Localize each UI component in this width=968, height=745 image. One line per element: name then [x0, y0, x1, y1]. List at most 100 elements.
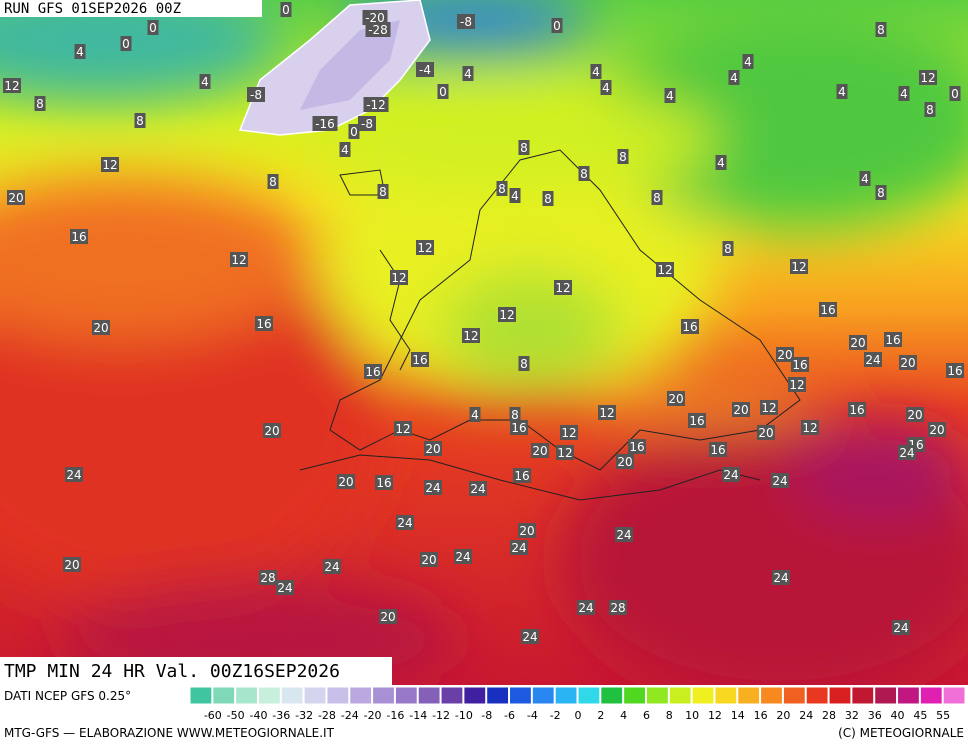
map-label: 20	[264, 424, 279, 438]
colorbar-swatch	[303, 686, 327, 705]
map-label: 12	[802, 421, 817, 435]
map-label: 24	[899, 446, 914, 460]
colorbar-label: 45	[913, 709, 927, 722]
map-label: 4	[730, 71, 738, 85]
colorbar-label: 14	[731, 709, 745, 722]
map-label: 8	[36, 97, 44, 111]
label-box	[617, 149, 629, 164]
label-box	[884, 332, 902, 347]
map-label: 4	[666, 89, 674, 103]
map-label: -8	[361, 117, 373, 131]
label-box	[147, 20, 159, 35]
label-box	[255, 316, 273, 331]
label-box	[457, 14, 475, 29]
label-box	[454, 549, 472, 564]
map-label: 16	[629, 440, 644, 454]
label-box	[728, 70, 740, 85]
label-box	[312, 116, 338, 131]
colorbar-swatch	[737, 686, 761, 705]
map-label: 4	[717, 156, 725, 170]
label-box	[776, 347, 794, 362]
map-label: 24	[578, 601, 593, 615]
map-label: 8	[136, 114, 144, 128]
label-box	[120, 36, 132, 51]
map-label: 24	[773, 571, 788, 585]
map-label: 8	[520, 141, 528, 155]
map-label: 12	[231, 253, 246, 267]
map-label: 20	[93, 321, 108, 335]
label-box	[65, 467, 83, 482]
map-label: 4	[341, 143, 349, 157]
label-box	[849, 335, 867, 350]
label-box	[615, 527, 633, 542]
colorbar-swatch	[394, 686, 418, 705]
label-box	[791, 357, 809, 372]
map-label: 8	[498, 182, 506, 196]
label-box	[263, 423, 281, 438]
label-box	[199, 74, 211, 89]
label-box	[521, 629, 539, 644]
label-box	[848, 402, 866, 417]
colorbar-swatch	[577, 686, 601, 705]
label-box	[875, 22, 887, 37]
colorbar: -60 -50 -40 -36 -32 -28 -24 -20 -16 -14 -12 -10 -8 -6…	[189, 686, 966, 722]
colorbar-label: 6	[643, 709, 650, 722]
label-box	[628, 439, 646, 454]
label-box	[836, 84, 848, 99]
map-label: 8	[379, 185, 387, 199]
colorbar-label: 8	[666, 709, 673, 722]
label-box	[348, 124, 360, 139]
map-label: 8	[877, 186, 885, 200]
colorbar-label: -50	[227, 709, 245, 722]
colorbar-label: -32	[295, 709, 313, 722]
label-box	[609, 600, 627, 615]
label-box	[598, 405, 616, 420]
label-box	[898, 86, 910, 101]
label-box	[363, 97, 389, 112]
map-label: -8	[250, 88, 262, 102]
map-label: 12	[391, 271, 406, 285]
map-field	[0, 0, 968, 685]
label-box	[715, 155, 727, 170]
label-box	[101, 157, 119, 172]
map-label: 8	[619, 150, 627, 164]
label-box	[230, 252, 248, 267]
label-box	[742, 54, 754, 69]
map-label: 20	[929, 423, 944, 437]
colorbar-swatch	[714, 686, 738, 705]
map-label: 0	[122, 37, 130, 51]
map-label: 20	[850, 336, 865, 350]
label-box	[801, 420, 819, 435]
map-label: 24	[470, 482, 485, 496]
credit-label: MTG-GFS — ELABORAZIONE WWW.METEOGIORNALE…	[4, 726, 335, 740]
map-label: 24	[277, 581, 292, 595]
map-label: 16	[365, 365, 380, 379]
map-label: 12	[557, 446, 572, 460]
label-box	[362, 10, 388, 25]
label-box	[34, 96, 46, 111]
colorbar-swatch	[280, 686, 304, 705]
label-box	[509, 407, 521, 422]
colorbar-swatch	[805, 686, 829, 705]
map-label: 12	[463, 329, 478, 343]
label-box	[339, 142, 351, 157]
map-label: 16	[885, 333, 900, 347]
colorbar-label: -10	[455, 709, 473, 722]
label-box	[556, 445, 574, 460]
label-box	[462, 66, 474, 81]
map-label: 20	[758, 426, 773, 440]
map-label: -8	[460, 15, 472, 29]
label-box	[394, 421, 412, 436]
map-label: 16	[792, 358, 807, 372]
map-label: 8	[544, 192, 552, 206]
label-box	[390, 270, 408, 285]
label-box	[864, 352, 882, 367]
colorbar-swatch	[942, 686, 966, 705]
map-label: 16	[849, 403, 864, 417]
colorbar-label: 10	[685, 709, 699, 722]
label-box	[416, 62, 434, 77]
label-box	[616, 454, 634, 469]
map-label: 12	[417, 241, 432, 255]
label-box	[554, 280, 572, 295]
map-label: -16	[315, 117, 335, 131]
